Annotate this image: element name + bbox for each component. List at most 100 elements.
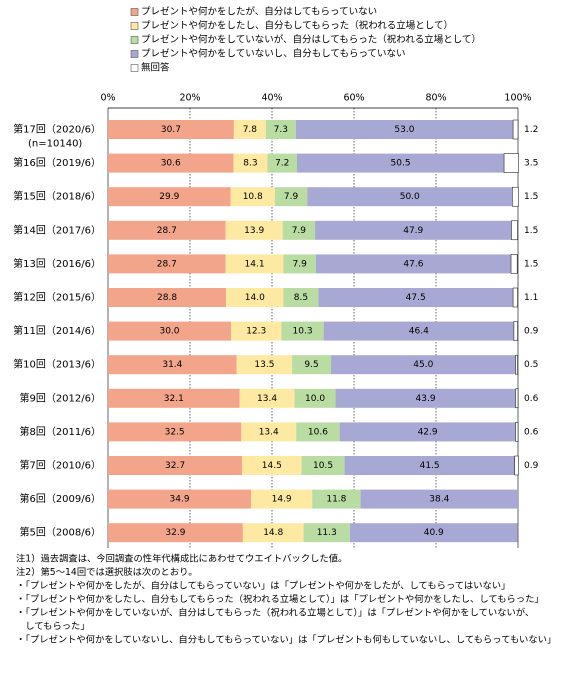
bar-segment xyxy=(108,355,237,375)
value-label: 14.1 xyxy=(245,259,265,269)
value-label: 45.0 xyxy=(413,360,433,370)
value-label: 0.5 xyxy=(524,360,538,370)
bar-segment xyxy=(283,288,319,307)
bar-segment xyxy=(514,455,519,476)
bar-segment xyxy=(315,220,512,240)
value-label: 13.9 xyxy=(244,226,264,236)
value-label: 1.2 xyxy=(524,125,538,135)
value-label: 42.9 xyxy=(418,427,438,437)
note: してもらった」 xyxy=(16,621,90,632)
category-label: 第9回（2012/6） xyxy=(19,391,101,404)
note: ・「プレゼントや何かをしていないし、自分もしてもらっていない」は「プレゼントも何… xyxy=(16,634,556,646)
value-label: 12.3 xyxy=(246,327,266,337)
bar-segment xyxy=(513,321,518,341)
bar-segment xyxy=(512,186,519,207)
category-label: 第6回（2009/6） xyxy=(19,492,101,505)
note: ・「プレゼントや何かをしたし、自分もしてもらった（祝われる立場として）」は「プレ… xyxy=(16,593,544,605)
bar-segment xyxy=(230,187,275,207)
bar-segment xyxy=(307,187,513,207)
value-label: 7.8 xyxy=(243,125,258,135)
bar-segment xyxy=(108,422,242,442)
value-label: 13.4 xyxy=(257,394,277,404)
value-label: 14.0 xyxy=(245,293,265,303)
x-tick-label: 0% xyxy=(100,93,115,104)
category-label: 第7回（2010/6） xyxy=(19,459,101,472)
value-label: 11.3 xyxy=(317,528,337,538)
legend-label: プレゼントや何かをしたし、自分もしてもらった（祝われる立場として） xyxy=(141,20,453,32)
bar-segment xyxy=(283,254,316,274)
bar-segment xyxy=(295,120,514,139)
legend-label: プレゼントや何かをしたが、自分はしてもらっていない xyxy=(141,6,377,18)
x-tick-label: 20% xyxy=(179,93,200,104)
value-label: 41.5 xyxy=(420,461,440,471)
value-label: 31.4 xyxy=(162,360,182,370)
value-label: 14.5 xyxy=(262,461,282,471)
bar-segment xyxy=(512,119,519,140)
bar-segment xyxy=(241,422,297,442)
bar-segment xyxy=(108,288,227,307)
legend-label: プレゼントや何かをしていないし、自分もしてもらっていない xyxy=(141,48,405,60)
bar-segment xyxy=(242,523,304,543)
bar-segment xyxy=(108,321,231,341)
value-label: 0.9 xyxy=(524,327,539,337)
value-label: 14.9 xyxy=(272,495,292,505)
bar-segment xyxy=(301,456,345,475)
value-label: 32.5 xyxy=(165,427,185,437)
value-label: 47.5 xyxy=(406,293,426,303)
value-label: 7.2 xyxy=(275,159,289,169)
value-label: 38.4 xyxy=(429,495,449,505)
value-label: 9.5 xyxy=(304,360,318,370)
legend-swatch xyxy=(130,50,139,58)
bar-segment xyxy=(349,523,518,543)
value-label: 7.9 xyxy=(292,226,307,236)
legend-swatch xyxy=(130,36,139,44)
category-label: 第10回（2013/6） xyxy=(13,358,101,371)
legend-label: 無回答 xyxy=(141,62,170,74)
bar-segment xyxy=(303,523,350,543)
value-label: 14.8 xyxy=(263,528,283,538)
bar-segment xyxy=(108,489,252,509)
category-label: 第17回（2020/6） xyxy=(13,123,101,136)
value-label: 28.8 xyxy=(157,293,177,303)
value-label: 1.5 xyxy=(524,259,538,269)
category-label: 第5回（2008/6） xyxy=(19,526,101,539)
value-label: 1.5 xyxy=(524,226,538,236)
bar-segment xyxy=(515,422,519,442)
value-label: 30.6 xyxy=(161,159,181,169)
value-label: 32.1 xyxy=(164,394,184,404)
note: ・「プレゼントや何かをしたが、自分はしてもらっていない」は「プレゼントや何かをし… xyxy=(16,580,510,592)
bar-segment xyxy=(297,153,505,173)
value-label: 46.4 xyxy=(409,327,429,337)
bar-segment xyxy=(315,254,512,274)
value-label: 10.0 xyxy=(305,394,325,404)
bar-segment xyxy=(108,120,234,139)
value-label: 7.3 xyxy=(274,125,288,135)
bar-segment xyxy=(274,187,308,207)
bar-segment xyxy=(225,220,283,240)
bar-segment xyxy=(294,388,336,408)
value-label: 11.8 xyxy=(326,495,346,505)
bar-segment xyxy=(515,388,519,409)
bar-segment xyxy=(281,321,324,341)
bar-segment xyxy=(108,220,226,240)
value-label: 13.5 xyxy=(254,360,274,370)
bar-segment xyxy=(503,153,519,173)
note: 注2）第5～14回では選択肢は次のとおり。 xyxy=(16,566,198,578)
bar-segment xyxy=(510,254,518,274)
value-label: 10.5 xyxy=(313,461,333,471)
bar-segment xyxy=(339,422,516,442)
bar-segment xyxy=(331,355,516,375)
value-label: 28.7 xyxy=(157,226,177,236)
bar-segment xyxy=(511,220,518,241)
value-label: 40.9 xyxy=(424,528,444,538)
bar-segment xyxy=(108,523,243,543)
bar-segment xyxy=(108,388,240,408)
category-label: 第12回（2015/6） xyxy=(13,291,101,304)
category-label: 第15回（2018/6） xyxy=(13,190,101,203)
value-label: 10.3 xyxy=(293,327,313,337)
value-label: 0.9 xyxy=(524,461,539,471)
note: 注1）過去調査は、今回調査の性年代構成比にあわせてウエイトバックした値。 xyxy=(16,553,347,565)
value-label: 53.0 xyxy=(394,125,414,135)
bar-segment xyxy=(265,120,296,139)
